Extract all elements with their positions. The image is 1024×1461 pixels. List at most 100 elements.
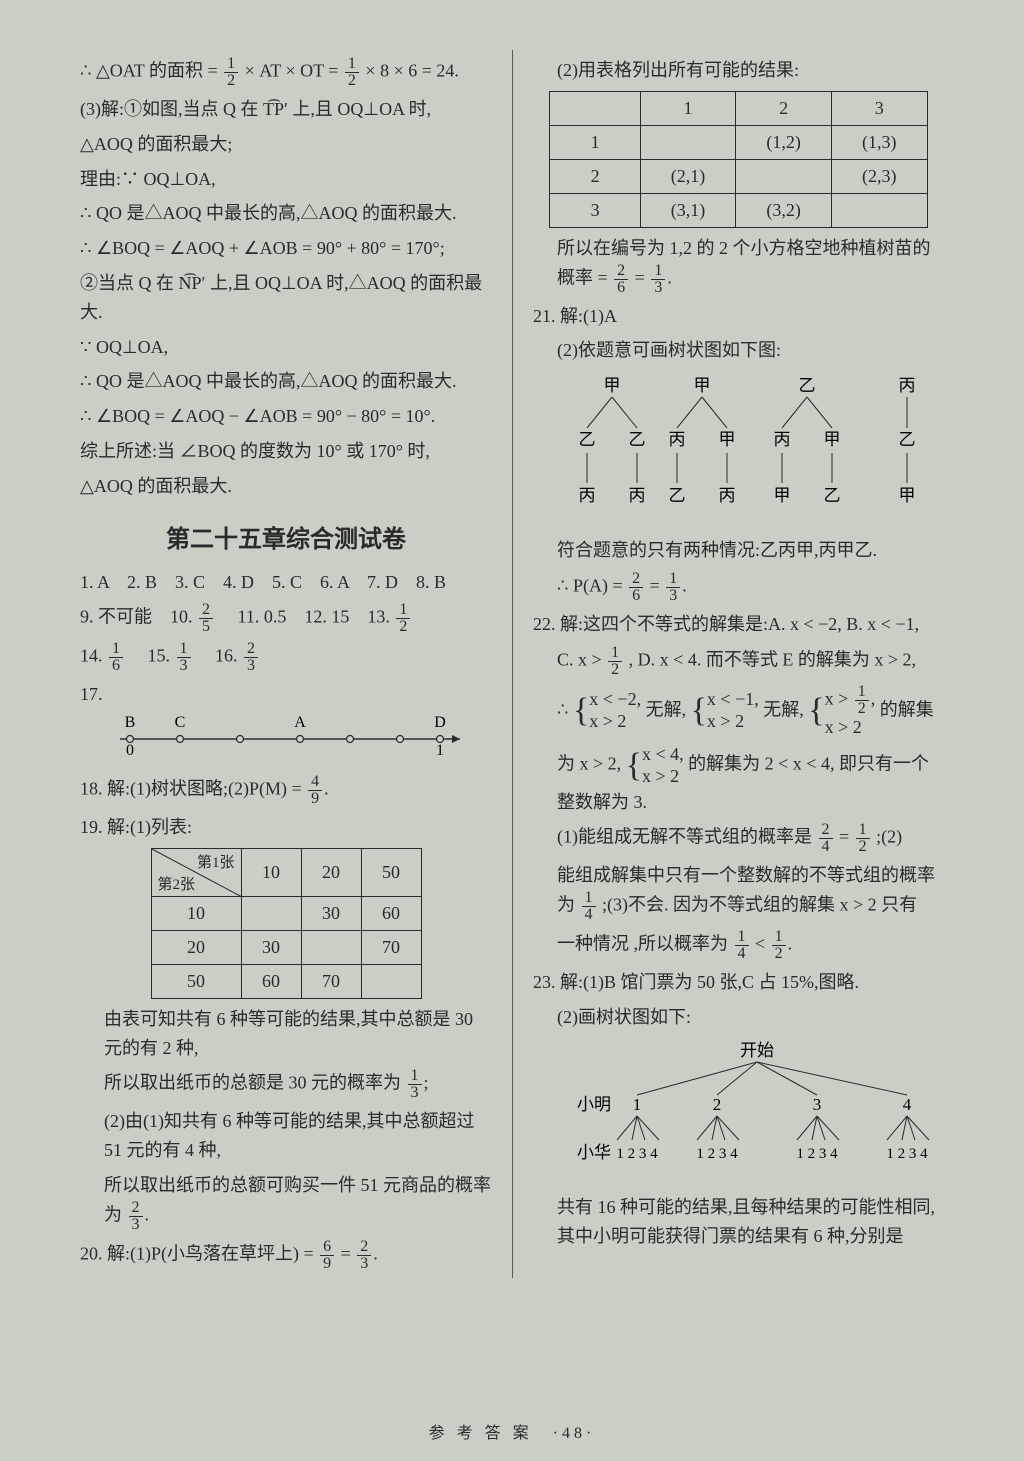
cell: 3 — [831, 91, 927, 125]
t: 16. — [197, 646, 242, 666]
text: ∵ OQ⊥OA, — [80, 333, 492, 362]
text: C. x > 12 , D. x < 4. 而不等式 E 的解集为 x > 2, — [533, 645, 944, 678]
frac: 13 — [177, 641, 191, 674]
sys: {x > 12,x > 2 — [808, 684, 875, 739]
text: (2)画树状图如下: — [533, 1003, 944, 1032]
frac: 23 — [244, 641, 258, 674]
svg-text:甲: 甲 — [824, 430, 841, 449]
label-D: D — [434, 714, 446, 731]
svg-text:甲: 甲 — [694, 376, 711, 395]
text: 所以在编号为 1,2 的 2 个小方格空地种植树苗的概率 = 26 = 13. — [533, 234, 944, 296]
text: (2)用表格列出所有可能的结果: — [533, 56, 944, 85]
table-q19: 第1张 第2张 10 20 50 10 30 60 20 30 70 50 — [151, 848, 422, 999]
svg-text:1 2 3 4: 1 2 3 4 — [696, 1146, 738, 1162]
cell: 1 — [640, 91, 736, 125]
page-footer: 参 考 答 案 ·48· — [0, 1419, 1024, 1443]
q20: 20. 解:(1)P(小鸟落在草坪上) = 69 = 23. — [80, 1239, 492, 1272]
t: 14. — [80, 646, 107, 666]
t: ∴ — [557, 699, 573, 719]
text: ∴ QO 是△AOQ 中最长的高,△AOQ 的面积最大. — [80, 199, 492, 228]
frac: 12 — [772, 929, 786, 962]
svg-text:甲: 甲 — [774, 486, 791, 505]
svg-text:乙: 乙 — [824, 486, 841, 505]
left-column: ∴ △OAT 的面积 = 12 × AT × OT = 12 × 8 × 6 =… — [70, 50, 512, 1278]
t: C. x > — [557, 649, 606, 669]
svg-text:1 2 3 4: 1 2 3 4 — [796, 1146, 838, 1162]
page: ∴ △OAT 的面积 = 12 × AT × OT = 12 × 8 × 6 =… — [70, 50, 954, 1278]
table-q20: 1 2 3 1 (1,2) (1,3) 2 (2,1) (2,3) 3 (3,1… — [549, 91, 927, 228]
label-0: 0 — [126, 742, 134, 759]
svg-text:1 2 3 4: 1 2 3 4 — [886, 1146, 928, 1162]
svg-text:甲: 甲 — [604, 376, 621, 395]
frac: 24 — [819, 822, 833, 855]
chapter-heading: 第二十五章综合测试卷 — [80, 519, 492, 554]
q17: 17. B C A D 0 1 — [80, 680, 492, 768]
tree-svg: 甲 甲 乙 丙 乙 乙 丙 甲 丙 甲 乙 — [557, 373, 957, 523]
frac: 12 — [608, 645, 622, 678]
cell: 3 — [550, 193, 640, 227]
q22: 22. 解:这四个不等式的解集是:A. x < −2, B. x < −1, — [533, 610, 944, 639]
cell: 2 — [550, 159, 640, 193]
svg-text:乙: 乙 — [899, 430, 916, 449]
cell: (1,2) — [736, 125, 832, 159]
t: 为 x > 2, — [557, 754, 621, 774]
frac: 23 — [129, 1200, 143, 1233]
text: △AOQ 的面积最大; — [80, 130, 492, 159]
t: 17. — [80, 684, 103, 704]
svg-text:开始: 开始 — [740, 1041, 774, 1060]
t: 第1张 — [197, 851, 235, 872]
text: 为 x > 2, {x < 4,x > 2 的解集为 2 < x < 4, 即只… — [533, 744, 944, 816]
t: 的解集 — [880, 699, 934, 719]
tree-svg: 开始 小明 1 2 3 4 小华 1 2 3 4 1 2 3 4 — [557, 1040, 957, 1180]
t: < — [755, 934, 770, 954]
text: ∴ ∠BOQ = ∠AOQ + ∠AOB = 90° + 80° = 170°; — [80, 234, 492, 263]
cell — [736, 159, 832, 193]
number-line-svg: B C A D 0 1 — [110, 709, 470, 759]
svg-text:3: 3 — [813, 1095, 822, 1114]
frac: 26 — [614, 263, 628, 296]
text: 理由:∵ OQ⊥OA, — [80, 165, 492, 194]
t: x < −1, — [707, 689, 759, 711]
frac: 12 — [856, 822, 870, 855]
q19: 19. 解:(1)列表: — [80, 813, 492, 842]
frac: 26 — [629, 571, 643, 604]
q23: 23. 解:(1)B 馆门票为 50 张,C 占 15%,图略. — [533, 968, 944, 997]
frac: 14 — [582, 890, 596, 923]
t: ;(3)不会. 因为不等式组的解集 x > 2 只有 — [602, 895, 917, 915]
q18: 18. 解:(1)树状图略;(2)P(M) = 49. — [80, 774, 492, 807]
svg-text:丙: 丙 — [669, 430, 686, 449]
text: △AOQ 的面积最大. — [80, 472, 492, 501]
t: 15. — [130, 646, 175, 666]
text: ∴ ∠BOQ = ∠AOQ − ∠AOB = 90° − 80° = 10°. — [80, 402, 492, 431]
frac: 14 — [735, 929, 749, 962]
text: 所以取出纸币的总额是 30 元的概率为 13; — [80, 1068, 492, 1101]
cell: 10 — [151, 896, 241, 930]
t: ∴ P(A) = — [557, 576, 627, 596]
cell: 70 — [301, 964, 361, 998]
sys: {x < 4,x > 2 — [626, 744, 684, 787]
t: x < −2, — [589, 689, 641, 711]
t: = — [839, 827, 854, 847]
answers-row: 14. 16 15. 13 16. 23 — [80, 641, 492, 674]
sys: {x < −1,x > 2 — [691, 689, 759, 732]
cell: 60 — [241, 964, 301, 998]
cell: 10 — [241, 848, 301, 896]
svg-text:丙: 丙 — [899, 376, 916, 395]
text: ∴ △OAT 的面积 = 12 × AT × OT = 12 × 8 × 6 =… — [80, 56, 492, 89]
t: 无解, — [763, 699, 804, 719]
t: ;(2) — [876, 827, 902, 847]
text: 所以取出纸币的总额可购买一件 51 元商品的概率为 23. — [80, 1171, 492, 1233]
cell — [241, 896, 301, 930]
t: x > 2 — [589, 711, 641, 733]
t: 一种情况 ,所以概率为 — [557, 934, 728, 954]
cell: 50 — [361, 848, 421, 896]
t: , D. x < 4. 而不等式 E 的解集为 x > 2, — [629, 649, 916, 669]
text: 由表可知共有 6 种等可能的结果,其中总额是 30 元的有 2 种, — [80, 1005, 492, 1063]
text: ∴ P(A) = 26 = 13. — [533, 571, 944, 604]
cell: 1 — [550, 125, 640, 159]
svg-text:甲: 甲 — [899, 486, 916, 505]
svg-text:乙: 乙 — [669, 486, 686, 505]
tree-q21: 甲 甲 乙 丙 乙 乙 丙 甲 丙 甲 乙 — [533, 373, 944, 528]
t: x > — [825, 688, 853, 708]
frac: 12 — [224, 56, 238, 89]
